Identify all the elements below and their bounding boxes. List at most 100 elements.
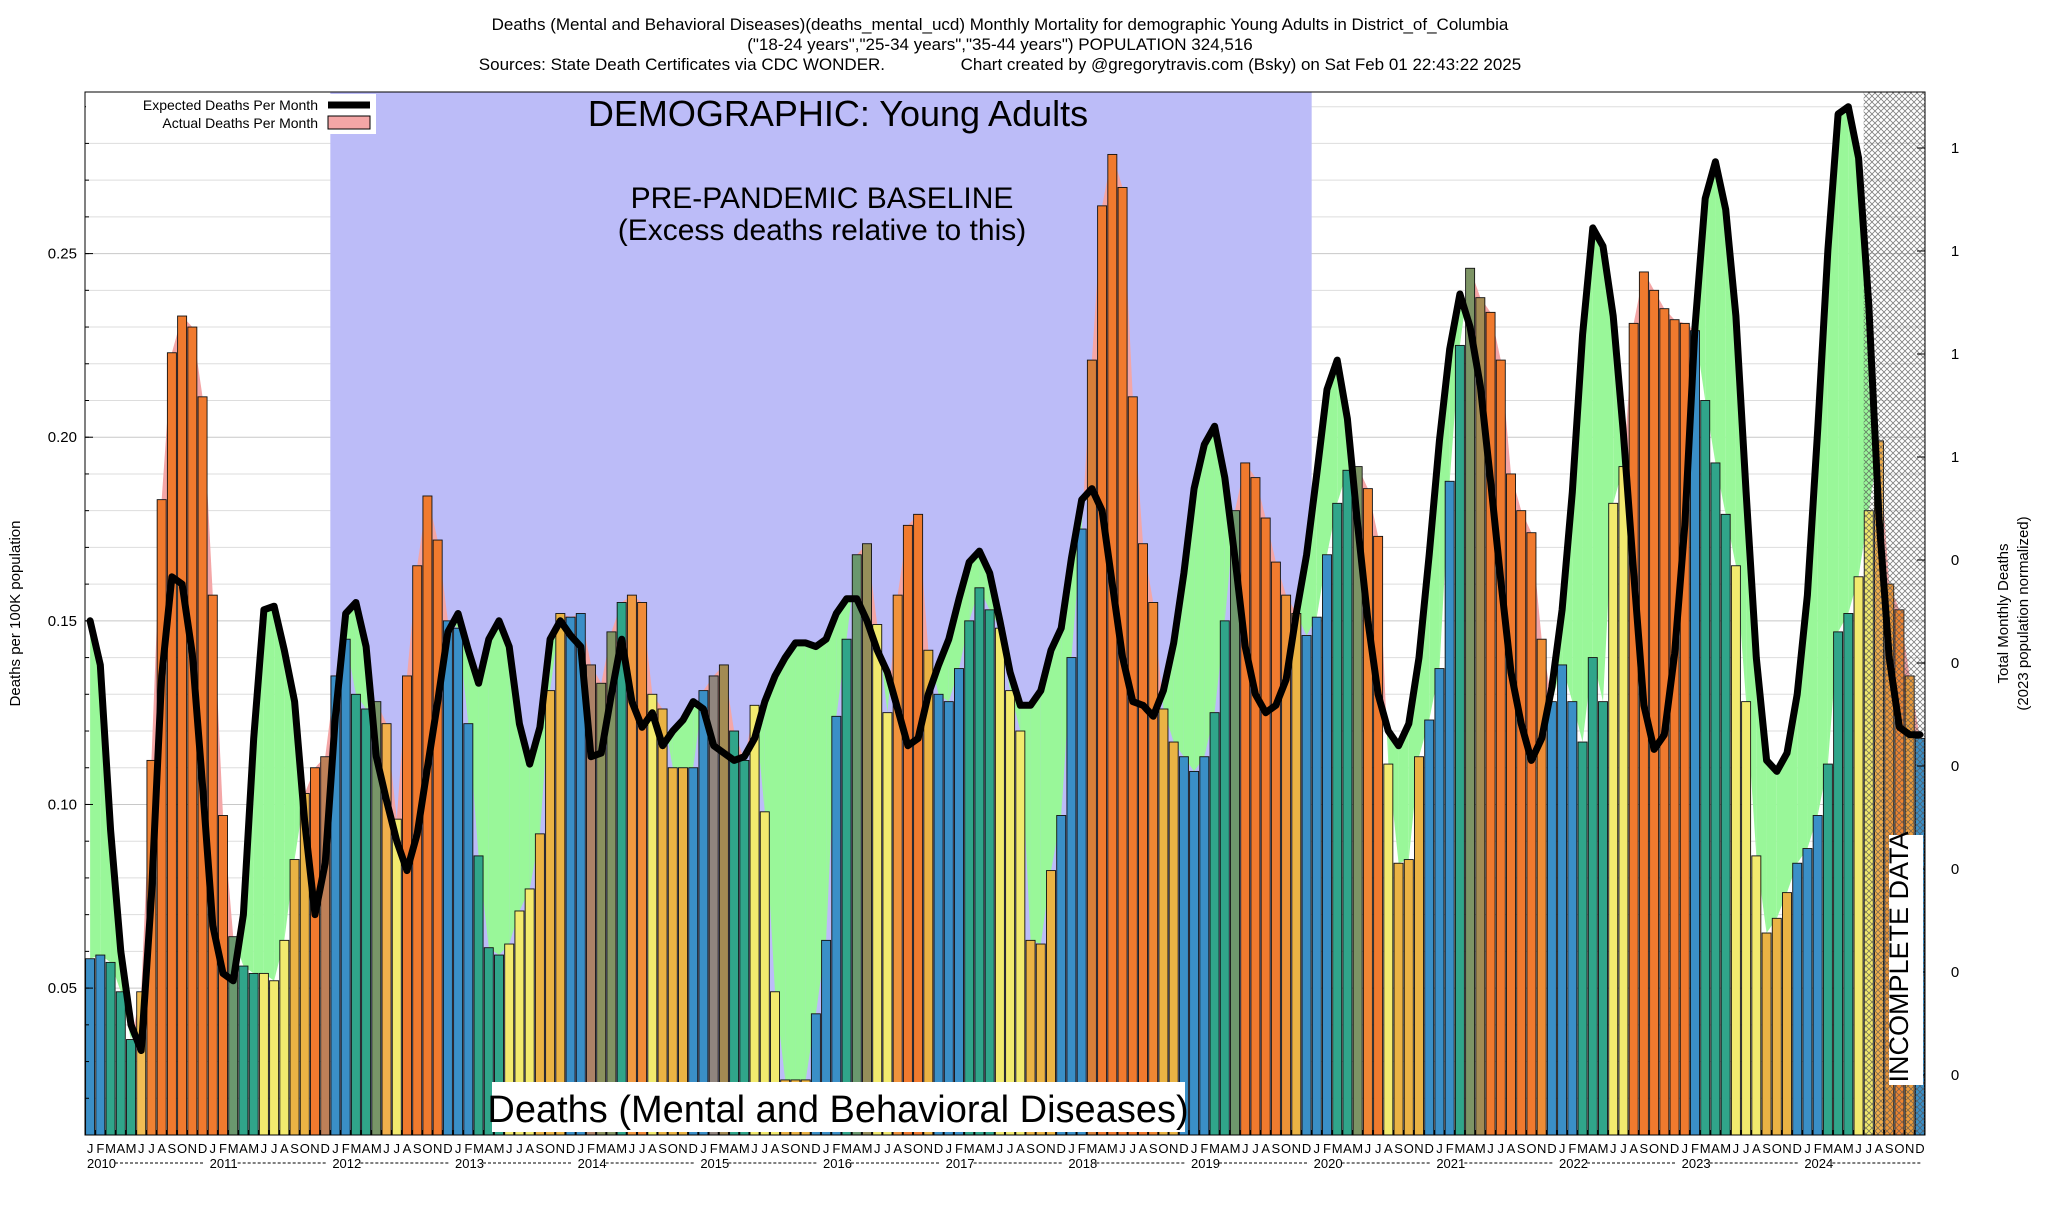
bar — [1742, 702, 1751, 1135]
bar — [1558, 665, 1567, 1135]
x-month-label: A — [1139, 1141, 1148, 1156]
expected-fill — [1838, 107, 1848, 632]
x-year-label: 2016 — [823, 1156, 852, 1171]
x-month-label: M — [1720, 1141, 1731, 1156]
expected-fill — [489, 621, 499, 955]
x-month-label: A — [1384, 1141, 1393, 1156]
x-month-label: S — [1885, 1141, 1894, 1156]
x-month-label: A — [1016, 1141, 1025, 1156]
x-year-label: 2023 — [1682, 1156, 1711, 1171]
bar — [1762, 933, 1771, 1135]
x-month-label: J — [1559, 1141, 1566, 1156]
bar — [167, 353, 176, 1135]
bar — [1322, 555, 1331, 1135]
x-month-label: D — [811, 1141, 820, 1156]
x-month-label: J — [1498, 1141, 1505, 1156]
bar — [1578, 742, 1587, 1135]
bar — [1333, 503, 1342, 1135]
x-month-label: M — [1822, 1141, 1833, 1156]
x-month-label: M — [494, 1141, 505, 1156]
x-month-label: D — [1302, 1141, 1311, 1156]
bar — [270, 981, 279, 1135]
bar — [556, 614, 565, 1136]
x-month-label: J — [884, 1141, 891, 1156]
x-month-label: J — [700, 1141, 707, 1156]
legend-label: Actual Deaths Per Month — [162, 115, 318, 131]
bar — [1547, 702, 1556, 1135]
x-month-label: F — [219, 1141, 227, 1156]
bar — [1731, 566, 1740, 1135]
x-month-label: D — [1425, 1141, 1434, 1156]
bar — [1149, 602, 1158, 1135]
x-month-label: A — [648, 1141, 657, 1156]
x-month-label: A — [1834, 1141, 1843, 1156]
x-month-label: J — [506, 1141, 513, 1156]
bar — [678, 768, 687, 1135]
x-month-label: N — [801, 1141, 810, 1156]
bar — [1609, 503, 1618, 1135]
x-month-label: S — [168, 1141, 177, 1156]
x-month-label: S — [1026, 1141, 1035, 1156]
x-year-label: 2021 — [1436, 1156, 1465, 1171]
bar — [1425, 720, 1434, 1135]
expected-fill — [785, 643, 795, 1080]
bar — [1312, 617, 1321, 1135]
x-month-label: A — [730, 1141, 739, 1156]
x-month-label: M — [1230, 1141, 1241, 1156]
x-month-label: N — [924, 1141, 933, 1156]
x-month-label: S — [1762, 1141, 1771, 1156]
bar — [1752, 856, 1761, 1135]
x-month-label: J — [1620, 1141, 1627, 1156]
bar — [893, 595, 902, 1135]
bar — [1169, 742, 1178, 1135]
x-month-label: D — [443, 1141, 452, 1156]
x-month-label: A — [1220, 1141, 1229, 1156]
x-month-label: A — [607, 1141, 616, 1156]
x-month-label: O — [422, 1141, 432, 1156]
bar — [402, 676, 411, 1135]
y-tick-label: 0.15 — [48, 613, 77, 630]
bar — [1455, 345, 1464, 1135]
x-month-label: S — [904, 1141, 913, 1156]
x-month-label: J — [1314, 1141, 1321, 1156]
bar — [985, 610, 994, 1135]
x-month-label: N — [310, 1141, 319, 1156]
x-month-label: D — [1057, 1141, 1066, 1156]
x-month-label: M — [1107, 1141, 1118, 1156]
x-month-label: F — [1200, 1141, 1208, 1156]
x-year-label: 2013 — [455, 1156, 484, 1171]
x-month-label: J — [946, 1141, 953, 1156]
bar — [934, 694, 943, 1135]
bar — [1343, 470, 1352, 1135]
bar — [1200, 757, 1209, 1135]
x-month-label: A — [525, 1141, 534, 1156]
x-month-label: M — [105, 1141, 116, 1156]
x-month-label: J — [1436, 1141, 1443, 1156]
bar — [1404, 860, 1413, 1135]
x-month-label: M — [1209, 1141, 1220, 1156]
x-month-label: F — [464, 1141, 472, 1156]
bar — [873, 625, 882, 1135]
bar — [116, 992, 125, 1135]
expected-fill — [795, 643, 805, 1080]
x-month-label: J — [629, 1141, 636, 1156]
x-month-label: J — [1682, 1141, 1689, 1156]
x-month-label: S — [290, 1141, 299, 1156]
x-month-label: J — [1375, 1141, 1382, 1156]
y2-axis-label: Total Monthly Deaths — [1995, 543, 2012, 683]
x-month-label: N — [433, 1141, 442, 1156]
x-month-label: D — [689, 1141, 698, 1156]
bar — [341, 639, 350, 1135]
bar — [1568, 702, 1577, 1135]
y2-tick-label: 0 — [1951, 758, 1959, 775]
bar — [96, 955, 105, 1135]
bar — [1077, 529, 1086, 1135]
x-month-label: F — [587, 1141, 595, 1156]
x-month-label: M — [841, 1141, 852, 1156]
x-month-label: F — [1568, 1141, 1576, 1156]
x-month-label: N — [1905, 1141, 1914, 1156]
x-month-label: N — [1414, 1141, 1423, 1156]
bar — [310, 768, 319, 1135]
bar — [975, 588, 984, 1135]
